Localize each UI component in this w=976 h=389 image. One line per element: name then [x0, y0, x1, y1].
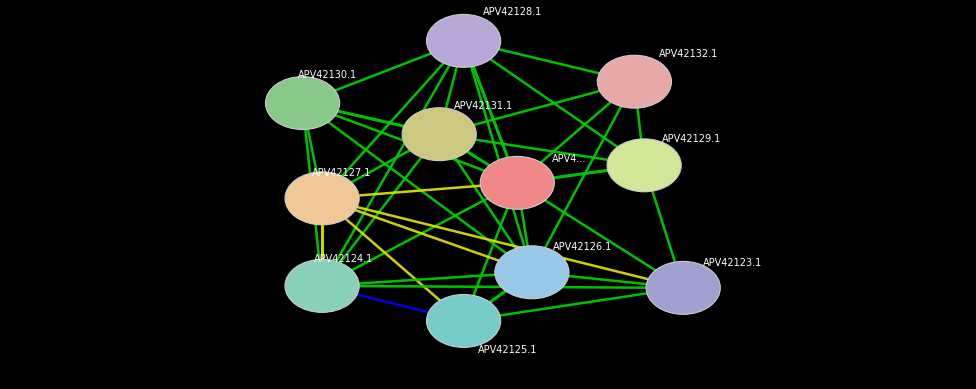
Ellipse shape [480, 156, 554, 209]
Ellipse shape [402, 108, 476, 161]
Text: APV42124.1: APV42124.1 [314, 254, 374, 265]
Text: APV42130.1: APV42130.1 [298, 70, 357, 80]
Ellipse shape [597, 55, 671, 108]
Text: APV42125.1: APV42125.1 [478, 345, 538, 355]
Ellipse shape [265, 77, 340, 130]
Text: APV42131.1: APV42131.1 [454, 101, 513, 111]
Text: APV42132.1: APV42132.1 [659, 49, 718, 59]
Text: APV42128.1: APV42128.1 [483, 7, 543, 17]
Text: APV42126.1: APV42126.1 [553, 242, 613, 252]
Text: APV42129.1: APV42129.1 [662, 134, 721, 144]
Text: APV42127.1: APV42127.1 [312, 168, 372, 178]
Ellipse shape [285, 259, 359, 312]
Ellipse shape [427, 294, 501, 347]
Text: APV42123.1: APV42123.1 [703, 258, 762, 268]
Ellipse shape [285, 172, 359, 225]
Ellipse shape [495, 246, 569, 299]
Ellipse shape [427, 14, 501, 67]
Text: APV4...: APV4... [551, 154, 586, 165]
Ellipse shape [607, 139, 681, 192]
Ellipse shape [646, 261, 720, 314]
